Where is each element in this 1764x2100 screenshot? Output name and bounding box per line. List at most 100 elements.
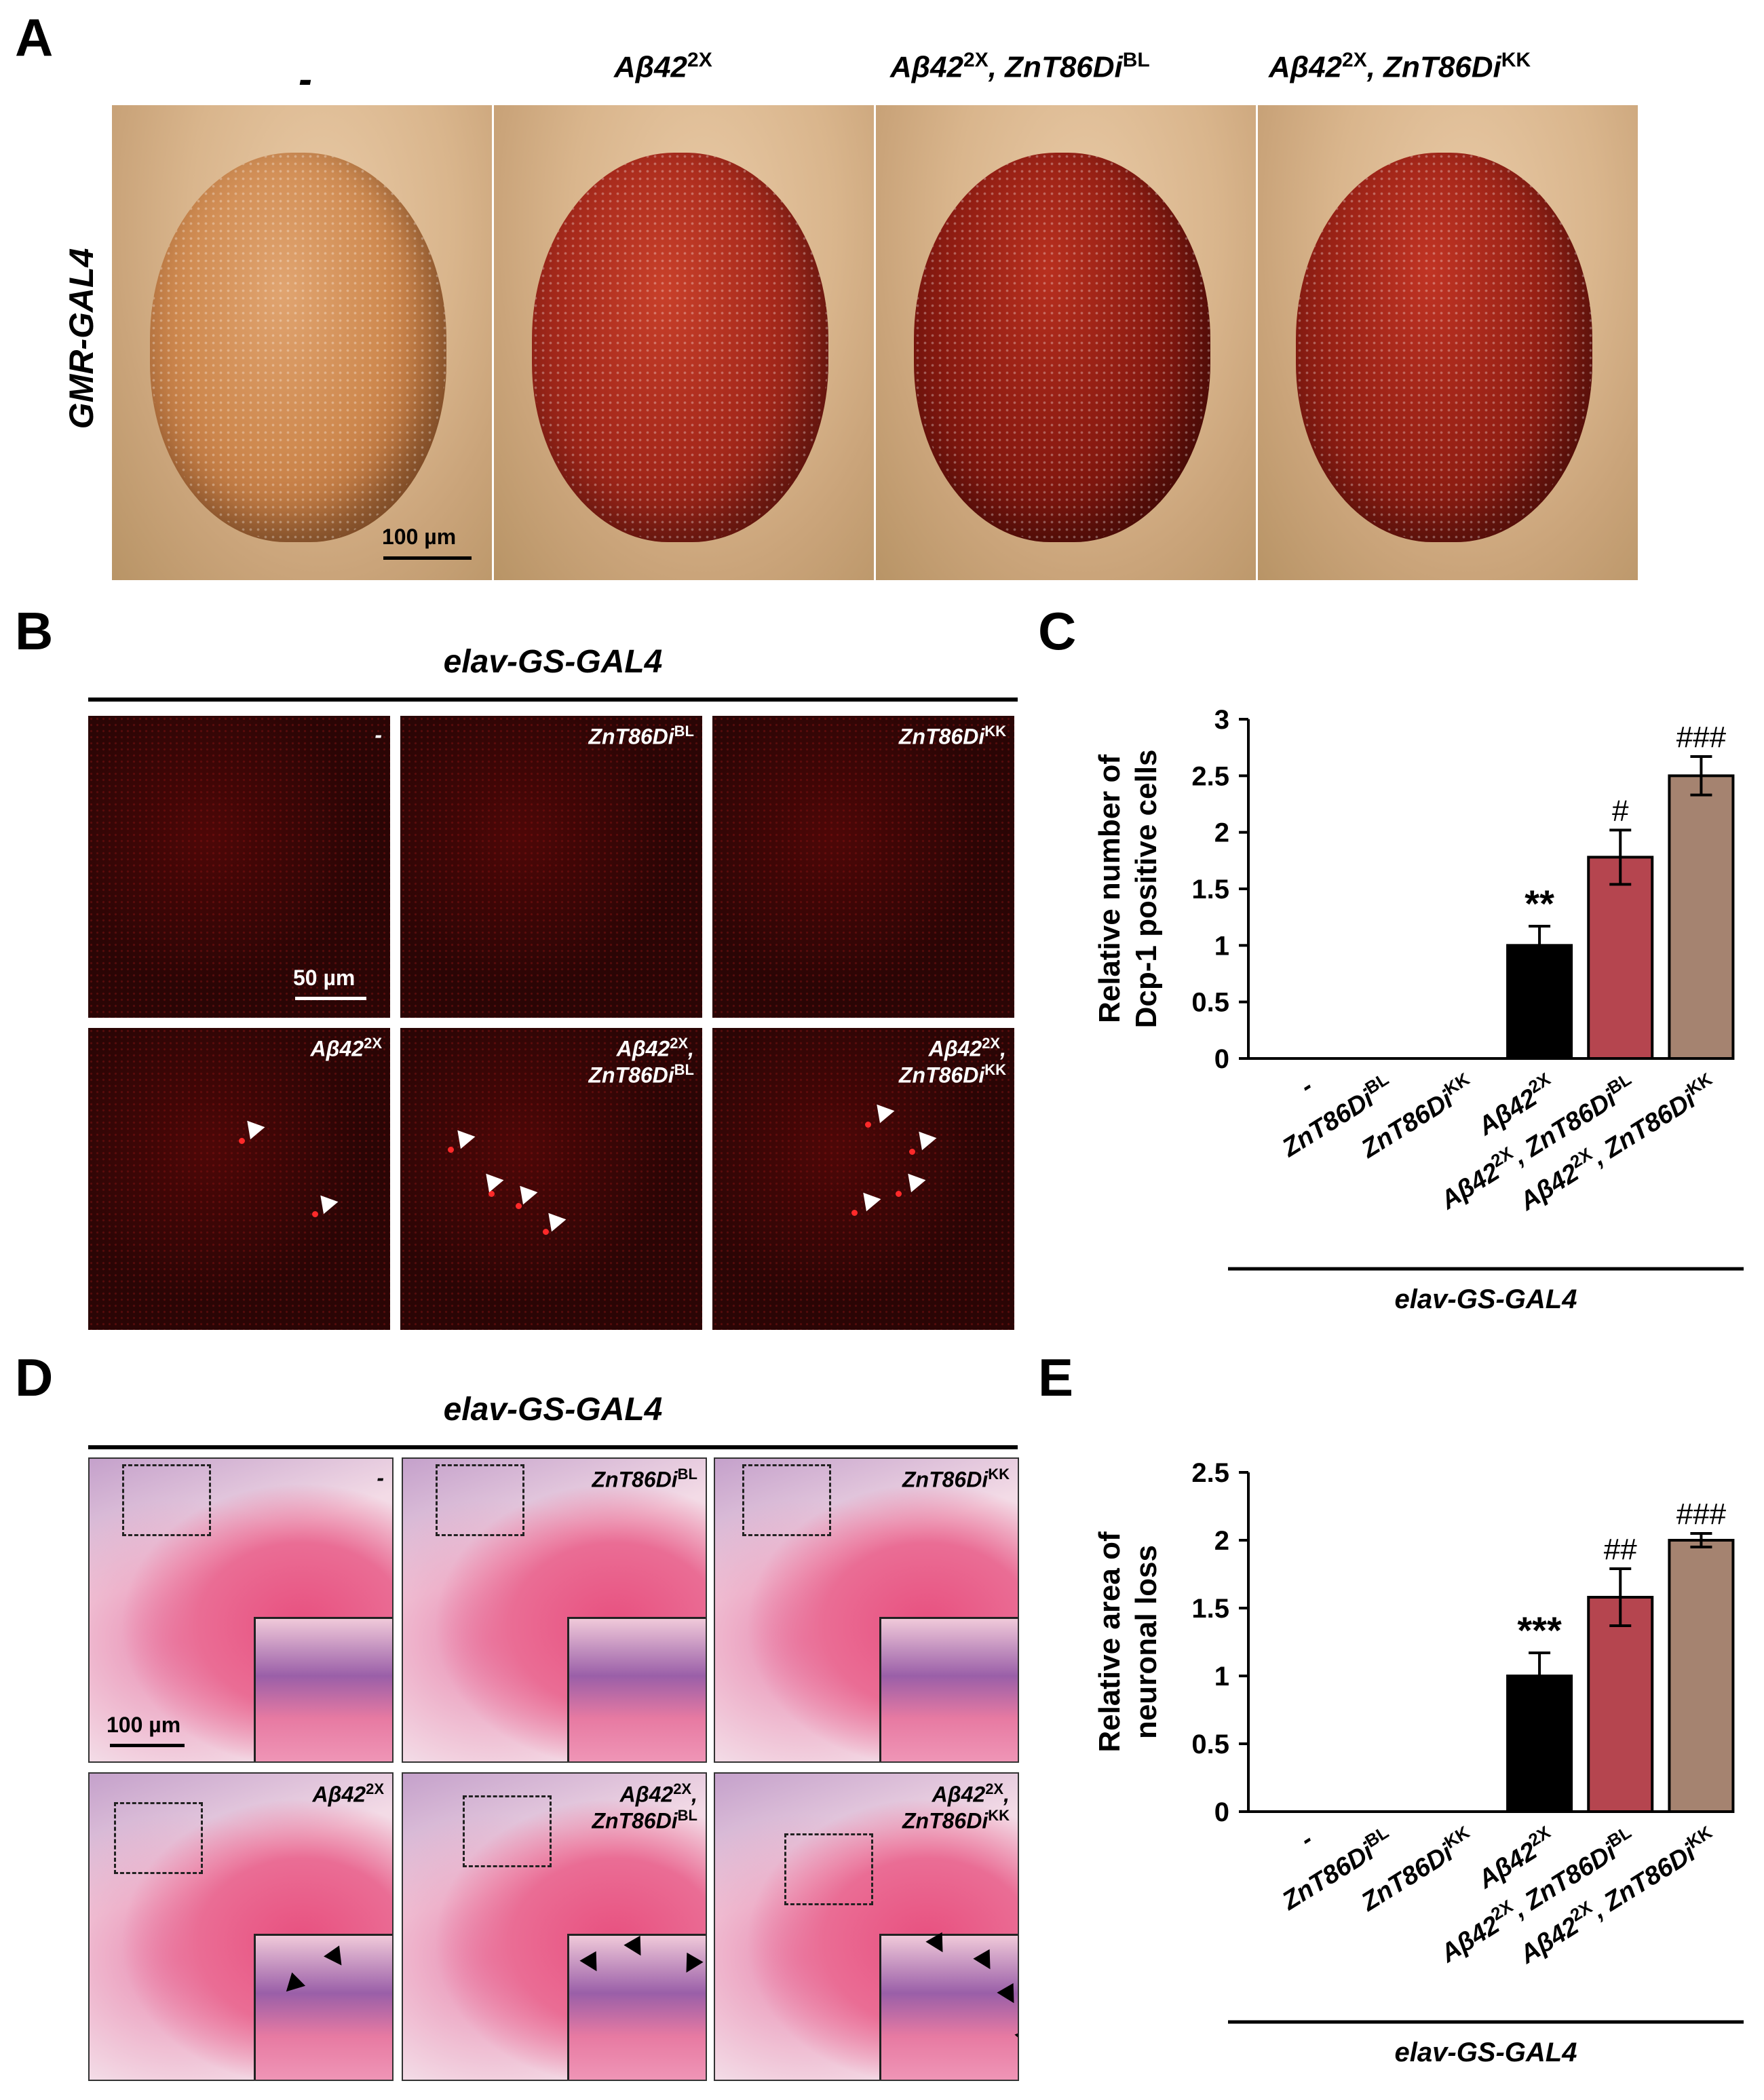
- y-tick-label: 3: [1214, 705, 1229, 735]
- column-label-abeta-bl: Aβ422X, ZnT86DiBL: [890, 49, 1150, 84]
- arrowhead-marker: [911, 1125, 937, 1151]
- magnified-inset: [879, 1932, 1018, 2080]
- y-axis-label: neuronal loss: [1130, 1545, 1163, 1739]
- he-section-znt-bl: ZnT86DiBL: [402, 1457, 707, 1763]
- y-tick-label: 0.5: [1191, 988, 1229, 1018]
- y-axis-label: Relative area of: [1093, 1531, 1126, 1753]
- scale-bar-d-label: 100 µm: [107, 1713, 181, 1737]
- he-section-control: - 100 µm: [88, 1457, 394, 1763]
- significance-label: ***: [1517, 1609, 1562, 1652]
- confocal-znt-kk: ZnT86DiKK: [712, 716, 1014, 1018]
- y-tick-label: 1: [1214, 1662, 1229, 1692]
- x-tick-label: -: [1295, 1825, 1318, 1854]
- panel-label-b: B: [15, 601, 54, 661]
- panel-label-a: A: [15, 7, 54, 67]
- panel-label-c: C: [1038, 601, 1077, 661]
- y-tick-label: 2.5: [1191, 1458, 1229, 1488]
- bar: [1668, 1539, 1735, 1813]
- confocal-control: - 50 µm: [88, 716, 390, 1018]
- divider-d: [88, 1445, 1018, 1449]
- arrowhead-marker: [856, 1186, 881, 1212]
- bar: [1668, 774, 1735, 1060]
- significance-label: #: [1612, 794, 1629, 827]
- magnified-inset: [254, 1934, 392, 2080]
- column-label-abeta: Aβ422X: [614, 49, 712, 84]
- eye-image-abeta: [494, 105, 874, 580]
- he-section-abeta-bl: Aβ422X, ZnT86DiBL: [402, 1772, 707, 2081]
- arrowhead-marker: [313, 1189, 339, 1215]
- arrowhead-marker: [1014, 2028, 1018, 2052]
- magnified-inset: [879, 1617, 1018, 1761]
- arrowhead-marker: [450, 1124, 476, 1149]
- y-tick-label: 1: [1214, 931, 1229, 961]
- inset-region-box: [784, 1833, 873, 1905]
- eye-image-abeta-bl: [876, 105, 1256, 580]
- y-tick-label: 2: [1214, 818, 1229, 848]
- chart-e: Relative area of neuronal loss 0 0.5 1 1.5 2 2.…: [1093, 1458, 1744, 2067]
- y-tick-label: 1.5: [1191, 875, 1229, 904]
- column-label-abeta-kk: Aβ422X, ZnT86DiKK: [1269, 49, 1531, 84]
- scale-bar-b: [295, 997, 366, 1000]
- arrowhead-marker: [512, 1179, 538, 1205]
- inset-region-box: [114, 1802, 203, 1874]
- group-label: elav-GS-GAL4: [1395, 1284, 1577, 1314]
- y-tick-label: 0.5: [1191, 1730, 1229, 1759]
- arrowhead-marker: [869, 1098, 895, 1124]
- panel-label-d: D: [15, 1348, 54, 1407]
- he-section-znt-kk: ZnT86DiKK: [714, 1457, 1019, 1763]
- arrowhead-marker: [324, 1945, 350, 1971]
- scale-bar-a-label: 100 µm: [382, 524, 457, 549]
- y-tick-label: 2.5: [1191, 761, 1229, 791]
- scale-bar-d: [110, 1744, 185, 1747]
- magnified-inset: [567, 1617, 706, 1761]
- significance-label: ##: [1604, 1533, 1637, 1566]
- confocal-abeta-kk: Aβ422X, ZnT86DiKK: [712, 1028, 1014, 1330]
- y-axis-label: Dcp-1 positive cells: [1130, 750, 1163, 1029]
- y-tick-label: 1.5: [1191, 1594, 1229, 1624]
- significance-label: **: [1525, 882, 1554, 925]
- row-label-gmr-gal4: GMR-GAL4: [62, 248, 100, 429]
- y-tick-label: 0: [1214, 1044, 1229, 1074]
- inset-region-box: [122, 1464, 211, 1536]
- bar: [1587, 856, 1654, 1060]
- arrowhead-marker: [239, 1114, 265, 1140]
- bar: [1587, 1596, 1654, 1813]
- eye-image-control: 100 µm: [112, 105, 492, 580]
- arrowhead-marker: [925, 1932, 951, 1958]
- chart-c: Relative number of Dcp-1 positive cells 0 0…: [1093, 705, 1744, 1314]
- y-tick-label: 0: [1214, 1797, 1229, 1827]
- divider-b: [88, 698, 1018, 702]
- arrowhead-marker: [624, 1935, 649, 1961]
- y-axis-label: Relative number of: [1093, 755, 1126, 1023]
- scale-bar-a: [383, 556, 472, 560]
- inset-region-box: [436, 1464, 524, 1536]
- arrowhead-marker: [280, 1972, 306, 1999]
- significance-label: ###: [1676, 721, 1727, 754]
- scale-bar-b-label: 50 µm: [293, 966, 356, 990]
- arrowhead-marker: [579, 1951, 605, 1977]
- magnified-inset: [254, 1617, 392, 1761]
- panel-label-e: E: [1038, 1348, 1074, 1407]
- column-label-control: -: [299, 56, 312, 102]
- confocal-abeta-bl: Aβ422X, ZnT86DiBL: [400, 1028, 702, 1330]
- arrowhead-marker: [997, 1983, 1018, 2008]
- y-tick-label: 2: [1214, 1526, 1229, 1556]
- confocal-znt-bl: ZnT86DiBL: [400, 716, 702, 1018]
- arrowhead-marker: [900, 1167, 926, 1193]
- x-tick-label: -: [1295, 1072, 1318, 1101]
- arrowhead-marker: [478, 1167, 504, 1193]
- driver-label-d: elav-GS-GAL4: [443, 1392, 663, 1428]
- magnified-inset: [567, 1934, 706, 2080]
- significance-label: ###: [1676, 1497, 1727, 1531]
- inset-region-box: [742, 1464, 831, 1536]
- inset-region-box: [463, 1795, 552, 1867]
- he-section-abeta-kk: Aβ422X, ZnT86DiKK: [714, 1772, 1019, 2081]
- confocal-abeta: Aβ422X: [88, 1028, 390, 1330]
- arrowhead-marker: [678, 1952, 704, 1978]
- eye-image-abeta-kk: [1258, 105, 1638, 580]
- he-section-abeta: Aβ422X: [88, 1772, 394, 2081]
- arrowhead-marker: [541, 1206, 567, 1232]
- group-label: elav-GS-GAL4: [1395, 2038, 1577, 2067]
- driver-label-b: elav-GS-GAL4: [443, 644, 663, 680]
- arrowhead-marker: [973, 1949, 999, 1974]
